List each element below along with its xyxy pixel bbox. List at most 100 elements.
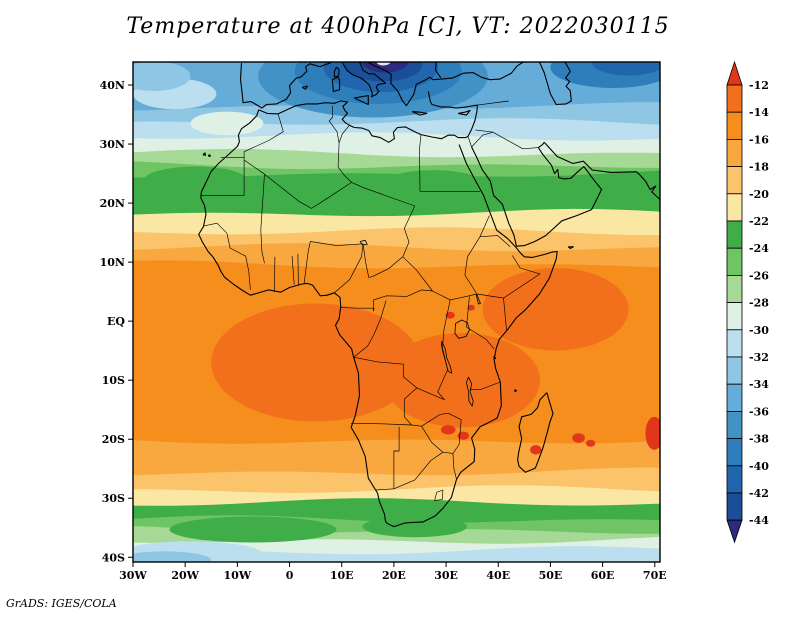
field-feature-hot-spot-indian-ocean-2: [585, 439, 596, 447]
field-feature-cold-core-min: [361, 62, 409, 73]
country-border: [307, 241, 364, 251]
field-feature-cold-core-spot: [376, 62, 391, 66]
colorbar-label: -44: [749, 514, 769, 527]
coastline: [301, 85, 308, 90]
country-border: [402, 256, 433, 292]
y-tick-label: 30N: [100, 138, 125, 151]
country-border: [337, 142, 352, 183]
colorbar-label: -38: [749, 433, 769, 446]
x-tick-label: 50E: [539, 569, 563, 582]
field-feature-hot-spot-uganda: [445, 311, 455, 319]
country-border: [201, 157, 245, 196]
country-border: [362, 243, 370, 278]
colorbar-label: -32: [749, 351, 769, 364]
x-tick-label: 30E: [434, 569, 458, 582]
country-border: [353, 300, 387, 358]
colorbar-segment: [726, 410, 743, 439]
country-border: [479, 235, 511, 248]
x-axis: 30W 20W 10W 0 10E 20E 30E 40E 50E 60E 70E: [119, 562, 667, 582]
country-border: [338, 124, 350, 144]
coastline: [239, 62, 387, 109]
x-tick-label: 10E: [330, 569, 354, 582]
country-border: [375, 488, 394, 491]
country-border: [476, 293, 504, 299]
colorbar-label: -14: [749, 106, 769, 119]
field-feature-hot-spot-madagascar: [530, 445, 542, 455]
colorbar-segment: [726, 492, 743, 521]
country-border: [479, 215, 490, 237]
country-border: [402, 205, 416, 257]
coastline: [207, 154, 211, 158]
coastline: [517, 392, 554, 473]
country-border: [393, 426, 400, 489]
coastline: [331, 76, 341, 93]
colorbar-segment: [726, 138, 743, 167]
field-feature-hot-blob-east-edge: [645, 416, 660, 450]
country-border: [291, 256, 295, 285]
coastline: [543, 141, 660, 201]
coastline: [198, 109, 558, 528]
colorbar-label: -28: [749, 297, 769, 310]
field-feature-cold-patch-northeast-2: [592, 62, 660, 76]
x-tick-label: 60E: [591, 569, 615, 582]
country-border: [297, 253, 299, 285]
x-tick-label: 10W: [224, 569, 252, 582]
colorbar-label: -36: [749, 405, 769, 418]
country-border: [351, 182, 415, 207]
country-border: [470, 381, 501, 390]
colorbar: -12 -14 -16 -18 -20 -22 -24 -26 -28 -30 -32 -34 -36 -…: [726, 60, 769, 544]
colorbar-arrow-up: [726, 60, 743, 86]
country-border: [503, 255, 541, 299]
plot-frame: [132, 61, 661, 563]
field-feature-green-tongue-south-west: [169, 516, 337, 543]
colorbar-label: -12: [749, 79, 769, 92]
field-feature-warm-patch-southeast: [383, 333, 540, 428]
country-border: [229, 247, 250, 272]
y-tick-label: 20S: [102, 433, 125, 446]
colorbar-segment: [726, 465, 743, 494]
country-border: [477, 100, 509, 106]
country-border: [421, 426, 444, 453]
colorbar-segment: [726, 111, 743, 140]
coastline: [471, 141, 603, 247]
y-tick-label: 10N: [100, 256, 125, 269]
country-border: [351, 422, 412, 426]
country-border: [393, 451, 444, 490]
field-feature-hot-spot-indian-ocean-1: [572, 433, 585, 443]
country-border: [466, 296, 470, 328]
field-feature-green-bulge-sudan: [380, 170, 486, 201]
x-tick-label: 20E: [382, 569, 406, 582]
country-border: [403, 387, 418, 426]
map-overlays: [198, 62, 660, 528]
credit-text: GrADS: IGES/COLA: [6, 597, 117, 610]
country-border: [274, 256, 276, 292]
colorbar-label: -18: [749, 161, 769, 174]
coastline: [202, 152, 207, 156]
plot-title: Temperature at 400hPa [C], VT: 202203011…: [126, 14, 670, 39]
country-border: [243, 113, 284, 158]
coastline: [435, 62, 442, 79]
country-border: [203, 222, 228, 234]
country-border: [464, 236, 481, 295]
temp-band: [133, 546, 660, 562]
coastline: [333, 66, 340, 78]
y-tick-label: 30S: [102, 492, 125, 505]
coastline: [258, 100, 478, 143]
country-border: [411, 424, 422, 427]
field-feature-mild-patch-atlantic-2: [133, 62, 191, 91]
coastline: [411, 111, 428, 116]
colorbar-label: -26: [749, 269, 769, 282]
colorbar-segment: [726, 302, 743, 331]
country-border: [503, 298, 507, 331]
lake-outline: [441, 341, 453, 374]
country-border: [466, 326, 495, 350]
y-tick-label: EQ: [107, 315, 125, 328]
country-border: [226, 233, 231, 249]
lake-outline: [359, 239, 368, 246]
colorbar-segment: [726, 274, 743, 303]
country-border: [442, 451, 453, 454]
country-border: [467, 136, 472, 148]
x-tick-label: 30W: [119, 569, 147, 582]
country-border: [421, 412, 449, 427]
